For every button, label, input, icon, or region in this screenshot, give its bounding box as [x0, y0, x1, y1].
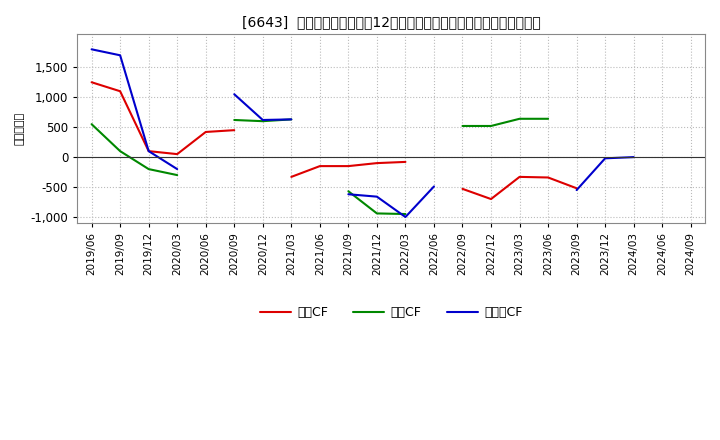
営業CF	[202, 129, 210, 135]
Line: 営業CF: 営業CF	[91, 82, 234, 154]
Line: 投資CF: 投資CF	[91, 124, 177, 175]
営業CF	[144, 148, 153, 154]
フリーCF	[87, 47, 96, 52]
投資CF	[87, 121, 96, 127]
投資CF	[116, 148, 125, 154]
営業CF	[230, 128, 238, 133]
フリーCF	[173, 166, 181, 172]
Line: フリーCF: フリーCF	[91, 49, 177, 169]
投資CF	[144, 166, 153, 172]
営業CF	[87, 80, 96, 85]
営業CF	[173, 151, 181, 157]
Y-axis label: （百万円）: （百万円）	[15, 112, 25, 145]
Title: [6643]  キャッシュフローの12か月移動合計の対前年同期増減額の推移: [6643] キャッシュフローの12か月移動合計の対前年同期増減額の推移	[242, 15, 541, 29]
Legend: 営業CF, 投資CF, フリーCF: 営業CF, 投資CF, フリーCF	[255, 301, 528, 324]
投資CF	[173, 172, 181, 178]
営業CF	[116, 88, 125, 94]
フリーCF	[116, 53, 125, 58]
フリーCF	[144, 148, 153, 154]
